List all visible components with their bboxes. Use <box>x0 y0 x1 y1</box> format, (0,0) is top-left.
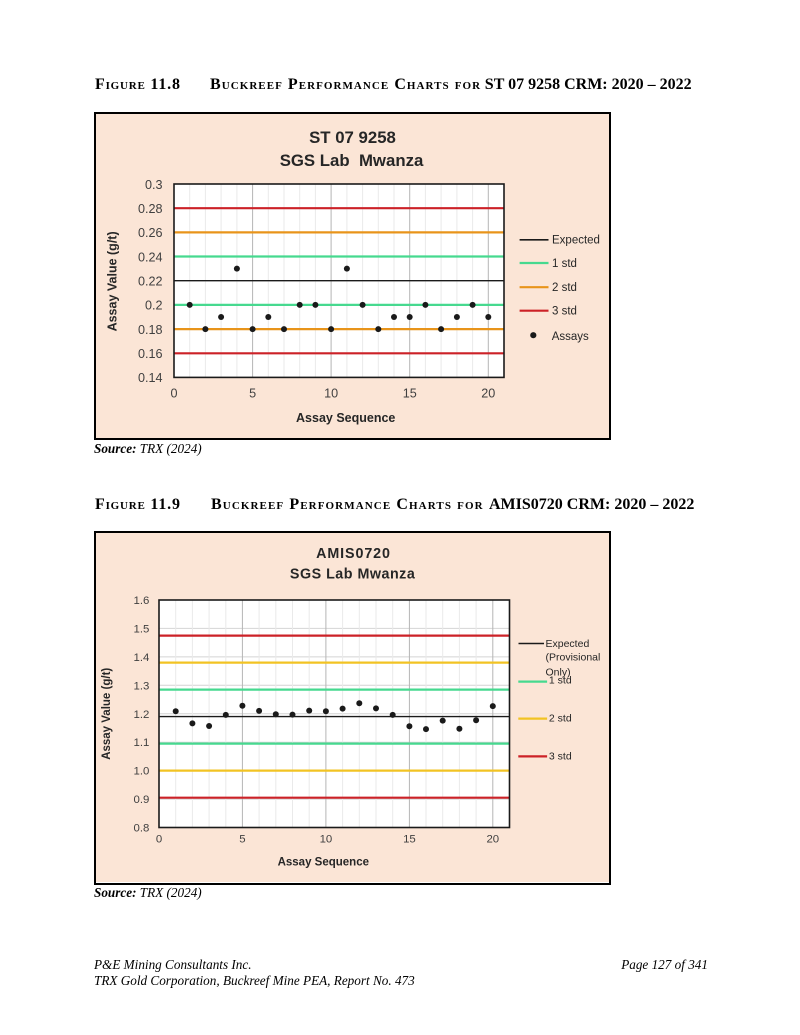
svg-text:0.24: 0.24 <box>138 250 163 264</box>
svg-text:Assay Value (g/t): Assay Value (g/t) <box>105 231 119 331</box>
svg-text:0.8: 0.8 <box>134 823 150 835</box>
svg-text:1.1: 1.1 <box>134 737 150 749</box>
svg-text:0.14: 0.14 <box>138 371 163 385</box>
svg-text:Assay Sequence: Assay Sequence <box>296 411 395 425</box>
svg-text:5: 5 <box>239 834 245 846</box>
svg-text:20: 20 <box>486 834 499 846</box>
svg-text:ST 07 9258: ST 07 9258 <box>309 128 396 147</box>
svg-text:Only): Only) <box>546 666 571 678</box>
svg-text:0.9: 0.9 <box>134 794 150 806</box>
svg-text:Expected: Expected <box>552 235 600 247</box>
svg-text:(Provisional: (Provisional <box>546 651 601 663</box>
svg-text:0: 0 <box>170 386 177 400</box>
svg-text:0: 0 <box>156 834 162 846</box>
svg-text:0.26: 0.26 <box>138 226 163 240</box>
svg-text:1.2: 1.2 <box>134 709 150 721</box>
svg-text:Assay Sequence: Assay Sequence <box>278 857 369 869</box>
svg-text:0.2: 0.2 <box>145 299 163 313</box>
svg-text:Assay Value (g/t): Assay Value (g/t) <box>101 668 113 760</box>
svg-text:1.4: 1.4 <box>134 652 150 664</box>
svg-text:2 std: 2 std <box>549 713 572 725</box>
svg-text:20: 20 <box>481 386 495 400</box>
svg-text:1.6: 1.6 <box>134 595 150 607</box>
svg-text:1.0: 1.0 <box>134 766 150 778</box>
svg-text:2 std: 2 std <box>552 282 577 294</box>
svg-text:0.18: 0.18 <box>138 323 163 337</box>
svg-text:15: 15 <box>403 834 416 846</box>
svg-text:0.3: 0.3 <box>145 178 163 192</box>
svg-text:SGS Lab Mwanza: SGS Lab Mwanza <box>290 567 416 583</box>
svg-text:15: 15 <box>403 386 417 400</box>
svg-text:1.3: 1.3 <box>134 680 150 692</box>
svg-text:3 std: 3 std <box>552 306 577 318</box>
svg-text:Expected: Expected <box>546 638 590 650</box>
svg-text:10: 10 <box>320 834 333 846</box>
svg-text:1 std: 1 std <box>552 258 577 270</box>
svg-text:0.22: 0.22 <box>138 275 163 289</box>
svg-text:1 std: 1 std <box>549 675 572 687</box>
svg-text:0.16: 0.16 <box>138 347 163 361</box>
svg-text:1.5: 1.5 <box>134 623 150 635</box>
svg-text:Assays: Assays <box>552 331 589 343</box>
svg-text:5: 5 <box>249 386 256 400</box>
svg-text:3 std: 3 std <box>549 751 572 763</box>
svg-text:0.28: 0.28 <box>138 202 163 216</box>
svg-text:10: 10 <box>324 386 338 400</box>
svg-text:AMIS0720: AMIS0720 <box>316 546 391 562</box>
svg-text:SGS Lab Mwanza: SGS Lab Mwanza <box>280 151 424 170</box>
